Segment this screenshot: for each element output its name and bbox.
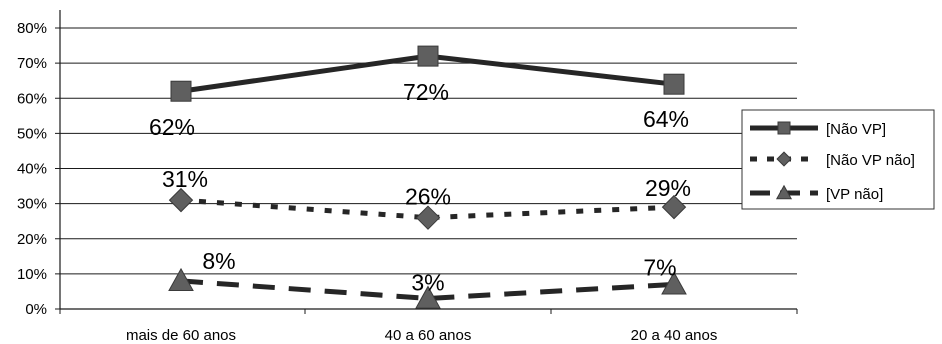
data-labels: 62% 72% 64% 31% 26% 29% 8% 3% 7%	[149, 79, 691, 295]
legend-label: [Não VP não]	[826, 152, 915, 169]
data-label: 72%	[403, 79, 449, 105]
series-markers	[168, 45, 687, 309]
data-label: 31%	[162, 166, 208, 192]
y-tick-label: 20%	[17, 231, 47, 248]
x-tick-label: mais de 60 anos	[126, 327, 236, 344]
data-label: 64%	[643, 106, 689, 132]
data-point-marker	[661, 194, 687, 220]
y-tick-label: 0%	[25, 301, 47, 318]
data-point-marker	[661, 271, 687, 295]
x-tick-label: 40 a 60 anos	[385, 327, 472, 344]
legend: [Não VP] [Não VP não] [VP não]	[741, 109, 935, 210]
data-point-marker	[415, 285, 441, 309]
x-tick-label: 20 a 40 anos	[631, 327, 718, 344]
axes	[55, 10, 798, 314]
legend-label: [VP não]	[826, 186, 883, 203]
y-tick-label: 10%	[17, 266, 47, 283]
data-point-marker	[168, 187, 194, 213]
x-axis-tick-labels: mais de 60 anos 40 a 60 anos 20 a 40 anos	[126, 327, 717, 344]
data-label: 7%	[643, 254, 676, 280]
y-axis-tick-labels: 0% 10% 20% 30% 40% 50% 60% 70% 80%	[17, 20, 47, 318]
data-label: 62%	[149, 114, 195, 140]
y-tick-label: 30%	[17, 196, 47, 213]
legend-marker	[777, 121, 791, 135]
data-label: 3%	[411, 269, 444, 295]
y-tick-label: 50%	[17, 125, 47, 142]
legend-label: [Não VP]	[826, 121, 886, 138]
series-line	[180, 278, 675, 301]
data-label: 8%	[202, 248, 235, 274]
data-label: 29%	[645, 175, 691, 201]
legend-marker	[776, 151, 792, 167]
data-point-marker	[663, 73, 685, 95]
data-point-marker	[417, 45, 439, 67]
data-point-marker	[168, 267, 194, 291]
y-tick-label: 40%	[17, 161, 47, 178]
y-tick-label: 60%	[17, 90, 47, 107]
legend-marker	[775, 184, 793, 200]
data-point-marker	[170, 80, 192, 102]
data-label: 26%	[405, 184, 451, 210]
data-point-marker	[415, 205, 441, 230]
y-tick-label: 70%	[17, 55, 47, 72]
y-tick-label: 80%	[17, 20, 47, 37]
